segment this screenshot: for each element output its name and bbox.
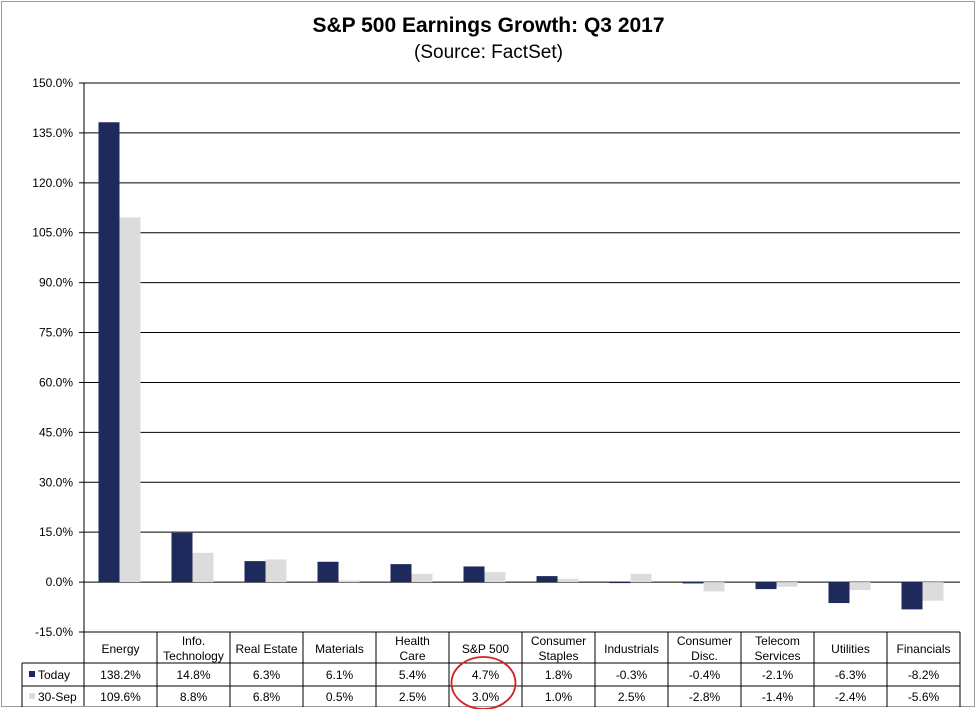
data-label: -8.2% — [908, 668, 940, 682]
category-label: Technology — [163, 649, 224, 663]
bar-30-sep — [849, 582, 871, 591]
data-label: 109.6% — [100, 690, 141, 704]
data-label: 138.2% — [100, 668, 141, 682]
bar-today — [98, 122, 120, 583]
category-label: Energy — [101, 642, 139, 656]
data-label: 8.8% — [180, 690, 208, 704]
y-tick-label: 120.0% — [32, 176, 73, 190]
bar-today — [244, 561, 266, 583]
category-label: Consumer — [677, 634, 732, 648]
data-label: -6.3% — [835, 668, 867, 682]
category-label: Utilities — [831, 642, 870, 656]
bar-30-sep — [557, 578, 579, 583]
category-label: S&P 500 — [462, 642, 509, 656]
bar-30-sep — [776, 582, 798, 587]
bar-30-sep — [411, 573, 433, 583]
y-tick-label: 90.0% — [39, 276, 73, 290]
annotation-circle — [450, 656, 517, 709]
bar-today — [755, 582, 777, 590]
legend-label: Today — [38, 668, 70, 682]
data-label: -1.4% — [762, 690, 794, 704]
bar-today — [317, 561, 339, 583]
category-label: Consumer — [531, 634, 586, 648]
category-label: Health — [395, 634, 430, 648]
data-label: 3.0% — [472, 690, 500, 704]
chart-subtitle: (Source: FactSet) — [414, 42, 563, 63]
data-label: 5.4% — [399, 668, 427, 682]
y-tick-label: 75.0% — [39, 326, 73, 340]
category-label: Materials — [315, 642, 364, 656]
data-label: -2.1% — [762, 668, 794, 682]
data-label: 2.5% — [618, 690, 646, 704]
bar-today — [682, 582, 704, 584]
data-label: -0.3% — [616, 668, 648, 682]
data-label: 6.8% — [253, 690, 281, 704]
data-label: 14.8% — [176, 668, 210, 682]
bar-today — [536, 576, 558, 583]
y-tick-label: 105.0% — [32, 226, 73, 240]
data-label: 2.5% — [399, 690, 427, 704]
legend-key-today — [29, 671, 35, 677]
data-label: 6.1% — [326, 668, 354, 682]
chart-title: S&P 500 Earnings Growth: Q3 2017 — [312, 14, 665, 37]
y-tick-label: 15.0% — [39, 525, 73, 539]
data-label: 6.3% — [253, 668, 281, 682]
bar-today — [171, 532, 193, 583]
y-tick-label: 150.0% — [32, 76, 73, 90]
bar-30-sep — [630, 573, 652, 583]
data-label: 0.5% — [326, 690, 354, 704]
y-tick-label: 30.0% — [39, 475, 73, 489]
category-label: Info. — [182, 634, 205, 648]
category-label: Industrials — [604, 642, 659, 656]
bar-30-sep — [265, 559, 287, 583]
legend-key-30-sep — [29, 693, 35, 699]
category-label: Services — [754, 649, 800, 663]
category-label: Real Estate — [235, 642, 297, 656]
data-label: -5.6% — [908, 690, 940, 704]
bar-today — [901, 582, 923, 610]
bar-30-sep — [703, 582, 725, 592]
y-tick-label: 60.0% — [39, 375, 73, 389]
bar-30-sep — [119, 217, 141, 583]
category-label: Telecom — [755, 634, 800, 648]
bar-today — [463, 566, 485, 583]
bar-today — [390, 564, 412, 583]
data-label: -2.8% — [689, 690, 721, 704]
category-label: Financials — [896, 642, 950, 656]
category-label: Staples — [538, 649, 578, 663]
data-label: 4.7% — [472, 668, 500, 682]
bar-30-sep — [922, 582, 944, 601]
legend-label: 30-Sep — [38, 690, 77, 704]
data-label: 1.8% — [545, 668, 573, 682]
bar-today — [609, 582, 631, 584]
data-label: 1.0% — [545, 690, 573, 704]
y-tick-label: 45.0% — [39, 425, 73, 439]
y-tick-label: -15.0% — [35, 625, 73, 639]
data-label: -0.4% — [689, 668, 721, 682]
data-label: -2.4% — [835, 690, 867, 704]
category-label: Care — [399, 649, 425, 663]
bar-30-sep — [484, 572, 506, 583]
bar-today — [828, 582, 850, 604]
bar-30-sep — [192, 552, 214, 583]
y-tick-label: 135.0% — [32, 126, 73, 140]
y-tick-label: 0.0% — [46, 575, 74, 589]
bar-30-sep — [338, 580, 360, 583]
category-label: Disc. — [691, 649, 718, 663]
